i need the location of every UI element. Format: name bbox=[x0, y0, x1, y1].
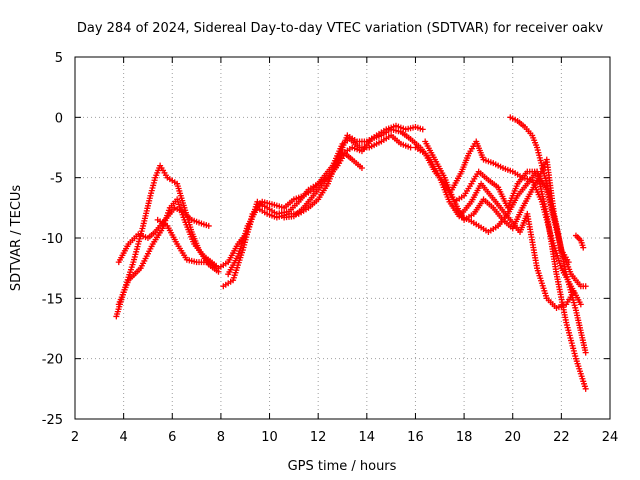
y-tick-label: 0 bbox=[55, 111, 63, 126]
y-tick-label: -10 bbox=[42, 232, 63, 247]
y-axis-ticks: 5 0 -5 -10 -15 -20 -25 bbox=[42, 51, 610, 428]
x-tick-label: 22 bbox=[553, 430, 570, 445]
data-point bbox=[358, 165, 365, 172]
y-tick-label: -25 bbox=[42, 413, 63, 428]
series-track-9 bbox=[422, 138, 589, 290]
series-track-3 bbox=[115, 196, 220, 308]
y-tick-label: -5 bbox=[50, 172, 63, 187]
data-point bbox=[419, 126, 426, 133]
x-tick-label: 14 bbox=[359, 430, 376, 445]
x-tick-label: 10 bbox=[261, 430, 278, 445]
x-tick-label: 24 bbox=[602, 430, 619, 445]
y-tick-label: 5 bbox=[55, 51, 63, 66]
data-point bbox=[582, 283, 589, 290]
series-track-5 bbox=[220, 132, 414, 290]
x-tick-label: 2 bbox=[71, 430, 79, 445]
data-point bbox=[565, 259, 572, 266]
x-tick-label: 4 bbox=[119, 430, 127, 445]
series-track-13 bbox=[572, 232, 587, 251]
x-tick-label: 18 bbox=[456, 430, 473, 445]
x-tick-label: 20 bbox=[504, 430, 521, 445]
y-axis-label: SDTVAR / TECUs bbox=[9, 185, 24, 292]
data-point bbox=[577, 301, 584, 308]
x-tick-label: 6 bbox=[168, 430, 176, 445]
series-track-1 bbox=[113, 162, 222, 320]
data-points bbox=[113, 114, 589, 392]
data-point bbox=[582, 385, 589, 392]
series-track-12 bbox=[507, 114, 572, 266]
x-tick-label: 16 bbox=[407, 430, 424, 445]
x-axis-label: GPS time / hours bbox=[288, 459, 397, 474]
series-track-2 bbox=[115, 204, 212, 266]
data-point bbox=[570, 289, 577, 296]
data-point bbox=[580, 244, 587, 251]
x-tick-label: 12 bbox=[310, 430, 327, 445]
chart-title: Day 284 of 2024, Sidereal Day-to-day VTE… bbox=[77, 21, 604, 36]
x-axis-ticks: 2 4 6 8 10 12 14 16 18 20 22 24 bbox=[71, 57, 618, 445]
series-track-11 bbox=[458, 180, 577, 311]
data-point bbox=[582, 349, 589, 356]
y-tick-label: -15 bbox=[42, 292, 63, 307]
data-point bbox=[205, 222, 212, 229]
y-tick-label: -20 bbox=[42, 353, 63, 368]
series-track-6 bbox=[225, 122, 426, 278]
series-track-10 bbox=[448, 138, 584, 308]
x-tick-label: 8 bbox=[217, 430, 225, 445]
